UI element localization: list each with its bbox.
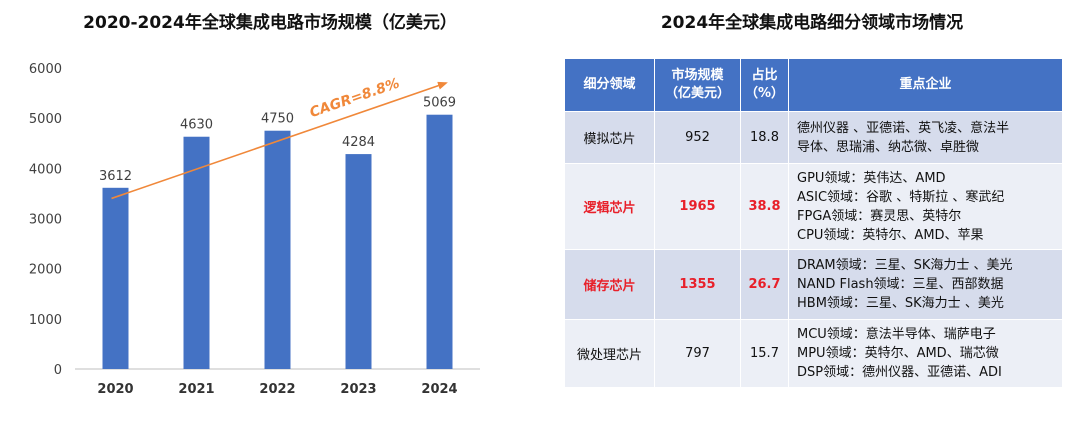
x-tick-label: 2021 [178, 382, 214, 397]
market-share: 18.8 [740, 111, 789, 164]
key-companies: 德州仪器 、亚德诺、英飞凌、意法半 导体、思瑞浦、纳芯微、卓胜微 [788, 111, 1063, 164]
key-companies: MCU领域：意法半导体、瑞萨电子 MPU领域：英特尔、AMD、瑞芯微 DSP领域… [788, 319, 1063, 388]
chart-title: 2020-2024年全球集成电路市场规模（亿美元） [83, 13, 457, 33]
segment-name: 逻辑芯片 [564, 163, 655, 250]
market-size: 952 [654, 111, 741, 164]
market-share: 15.7 [740, 319, 789, 388]
table-row-memory: 储存芯片 1355 26.7 DRAM领域：三星、SK海力士 、美光 NAND … [564, 249, 1063, 320]
header-companies: 重点企业 [788, 58, 1063, 112]
y-tick-label: 1000 [29, 313, 62, 328]
data-label: 4630 [180, 118, 213, 133]
table-row-microprocessor: 微处理芯片 797 15.7 MCU领域：意法半导体、瑞萨电子 MPU领域：英特… [564, 319, 1063, 388]
market-size: 1355 [654, 249, 741, 320]
data-label: 4284 [342, 135, 375, 150]
cagr-trend-arrow [111, 81, 448, 200]
market-size: 1965 [654, 163, 741, 250]
bar-chart: 0 1000 2000 3000 4000 5000 6000 3612 2020 4630 202… [29, 62, 480, 397]
bar-2022 [264, 130, 291, 369]
y-tick-label: 6000 [29, 62, 62, 77]
x-tick-label: 2020 [97, 382, 133, 397]
bar-2021 [183, 136, 210, 369]
segment-name: 储存芯片 [564, 249, 655, 320]
market-share: 38.8 [740, 163, 789, 250]
header-share: 占比 （%） [740, 58, 789, 112]
y-tick-label: 5000 [29, 112, 62, 127]
y-tick-label: 3000 [29, 213, 62, 228]
data-label: 5069 [423, 96, 456, 111]
key-companies: DRAM领域：三星、SK海力士 、美光 NAND Flash领域：三星、西部数据… [788, 249, 1063, 320]
x-tick-label: 2024 [421, 382, 457, 397]
data-label: 4750 [261, 112, 294, 127]
x-tick-label: 2023 [340, 382, 376, 397]
key-companies: GPU领域：英伟达、AMD ASIC领域：谷歌 、特斯拉 、寒武纪 FPGA领域… [788, 163, 1063, 250]
table-title: 2024年全球集成电路细分领域市场情况 [660, 13, 964, 33]
y-tick-label: 2000 [29, 263, 62, 278]
segment-name: 微处理芯片 [564, 319, 655, 388]
market-size: 797 [654, 319, 741, 388]
header-size: 市场规模 （亿美元） [654, 58, 741, 112]
market-share: 26.7 [740, 249, 789, 320]
header-segment: 细分领域 [564, 58, 655, 112]
segment-name: 模拟芯片 [564, 111, 655, 164]
segment-table: 细分领域 市场规模 （亿美元） 占比 （%） 重点企业 模拟芯片 952 18.… [564, 58, 1063, 388]
table-row-analog: 模拟芯片 952 18.8 德州仪器 、亚德诺、英飞凌、意法半 导体、思瑞浦、纳… [564, 111, 1063, 164]
x-tick-label: 2022 [259, 382, 295, 397]
y-tick-label: 0 [54, 363, 62, 378]
bar-2020 [102, 187, 129, 369]
bar-2024 [426, 114, 453, 369]
table-row-logic: 逻辑芯片 1965 38.8 GPU领域：英伟达、AMD ASIC领域：谷歌 、… [564, 163, 1063, 250]
data-label: 3612 [99, 169, 132, 184]
y-tick-label: 4000 [29, 162, 62, 177]
table-header-row: 细分领域 市场规模 （亿美元） 占比 （%） 重点企业 [564, 58, 1063, 112]
bar-2023 [345, 154, 372, 369]
